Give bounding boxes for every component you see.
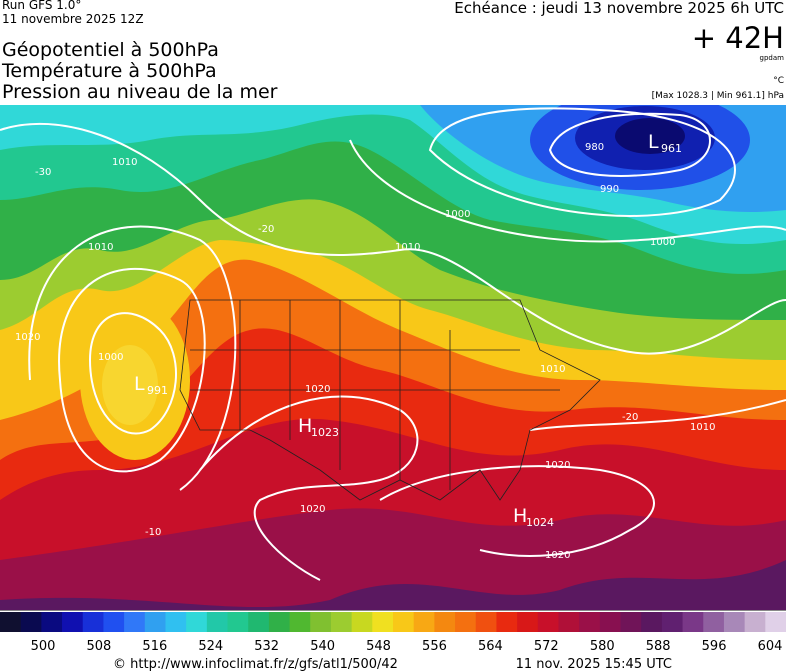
- colorbar-swatch: [703, 612, 725, 632]
- map-title: Pression au niveau de la mer: [2, 81, 278, 103]
- colorbar-tick-label: 572: [534, 639, 559, 654]
- isobar-label: 1010: [395, 242, 420, 253]
- colorbar-swatch: [20, 612, 42, 632]
- isobar-label: 1010: [540, 364, 565, 375]
- isobar-label: -10: [145, 527, 161, 538]
- colorbar-tick-label: 500: [31, 639, 56, 654]
- colorbar-swatch: [124, 612, 146, 632]
- colorbar-tick-label: 604: [758, 639, 783, 654]
- colorbar-tick-label: 532: [254, 639, 279, 654]
- colorbar-swatch: [62, 612, 84, 632]
- colorbar-swatch: [579, 612, 601, 632]
- isobar-label: 990: [600, 184, 619, 195]
- isobar-label: 1020: [545, 550, 570, 561]
- pressure-center-value: 961: [661, 142, 682, 155]
- colorbar-swatch: [206, 612, 229, 632]
- colorbar-swatch: [289, 612, 311, 632]
- colorbar-swatch: [310, 612, 332, 632]
- colorbar-swatch: [41, 612, 63, 632]
- colorbar-tick-label: 556: [422, 639, 447, 654]
- colorbar-swatch: [723, 612, 746, 632]
- isobar-label: -20: [258, 224, 274, 235]
- colorbar-swatch: [186, 612, 208, 632]
- unit-celsius: °C: [773, 76, 784, 86]
- colorbar-swatch: [165, 612, 187, 632]
- colorbar-swatch: [330, 612, 353, 632]
- isobar-label: 1020: [305, 384, 330, 395]
- colorbar-swatch: [496, 612, 518, 632]
- isobar-label: -20: [622, 412, 638, 423]
- colorbar-swatch: [641, 612, 663, 632]
- pressure-center-letter: L: [648, 131, 659, 153]
- colorbar-tick-label: 508: [87, 639, 112, 654]
- isobar-label: 1010: [88, 242, 113, 253]
- colorbar-swatch: [227, 612, 249, 632]
- colorbar-swatch: [537, 612, 559, 632]
- timestamp: 11 nov. 2025 15:45 UTC: [516, 657, 672, 672]
- colorbar-swatch: [682, 612, 704, 632]
- colorbar-swatch: [372, 612, 394, 632]
- colorbar-swatch: [765, 612, 786, 632]
- colorbar-swatch: [599, 612, 622, 632]
- isobar-label: 980: [585, 142, 604, 153]
- colorbar-tick-label: 580: [590, 639, 615, 654]
- colorbar-tick-label: 524: [198, 639, 223, 654]
- echeance: Echéance : jeudi 13 novembre 2025 6h UTC: [454, 0, 784, 17]
- lead-time: + 42H: [692, 21, 784, 55]
- isobar-label: 1000: [650, 237, 675, 248]
- unit-gpdam: gpdam: [760, 54, 785, 62]
- colorbar-tick-label: 564: [478, 639, 503, 654]
- isobar-label: -30: [35, 167, 51, 178]
- pressure-center-letter: H: [513, 505, 527, 527]
- colorbar-swatch: [661, 612, 684, 632]
- isobar-label: 1020: [300, 504, 325, 515]
- run-date: 11 novembre 2025 12Z: [2, 12, 144, 26]
- colorbar-swatch: [434, 612, 456, 632]
- map-border: [0, 610, 786, 611]
- colorbar-swatch: [82, 612, 104, 632]
- map-title: Géopotentiel à 500hPa: [2, 39, 219, 61]
- colorbar-swatch: [248, 612, 270, 632]
- colorbar-swatch: [558, 612, 580, 632]
- map: [0, 105, 786, 610]
- pressure-center-value: 991: [147, 384, 168, 397]
- isobar-label: 1020: [545, 460, 570, 471]
- isobar-label: 1010: [112, 157, 137, 168]
- run-label: Run GFS 1.0°: [2, 0, 81, 12]
- colorbar-swatch: [351, 612, 373, 632]
- map-title: Température à 500hPa: [1, 60, 217, 82]
- colorbar-swatch: [413, 612, 435, 632]
- colorbar-swatch: [103, 612, 125, 632]
- isobar-label: 1010: [690, 422, 715, 433]
- colorbar-swatch: [393, 612, 415, 632]
- colorbar: 500 508 516 524 532 540 548 556 564 572 580 588 596 6…: [0, 612, 786, 654]
- colorbar-tick-label: 588: [646, 639, 671, 654]
- colorbar-swatch: [475, 612, 497, 632]
- colorbar-swatch: [620, 612, 642, 632]
- pressure-center-letter: L: [134, 373, 145, 395]
- colorbar-swatch: [0, 612, 22, 632]
- colorbar-tick-label: 596: [702, 639, 727, 654]
- colorbar-swatch: [144, 612, 166, 632]
- pressure-center-value: 1024: [526, 516, 554, 529]
- isobar-label: 1020: [15, 332, 40, 343]
- colorbar-swatch: [455, 612, 477, 632]
- colorbar-swatch: [268, 612, 291, 632]
- colorbar-tick-label: 516: [142, 639, 167, 654]
- isobar-label: 1000: [98, 352, 123, 363]
- pressure-center-value: 1023: [311, 426, 339, 439]
- isobar-label: 1000: [445, 209, 470, 220]
- colorbar-tick-label: 548: [366, 639, 391, 654]
- colorbar-swatch: [744, 612, 766, 632]
- colorbar-tick-label: 540: [310, 639, 335, 654]
- pressure-center-letter: H: [298, 415, 312, 437]
- source-url: © http://www.infoclimat.fr/z/gfs/atl1/50…: [113, 657, 398, 672]
- colorbar-swatch: [517, 612, 539, 632]
- pressure-range: [Max 1028.3 | Min 961.1] hPa: [652, 91, 784, 101]
